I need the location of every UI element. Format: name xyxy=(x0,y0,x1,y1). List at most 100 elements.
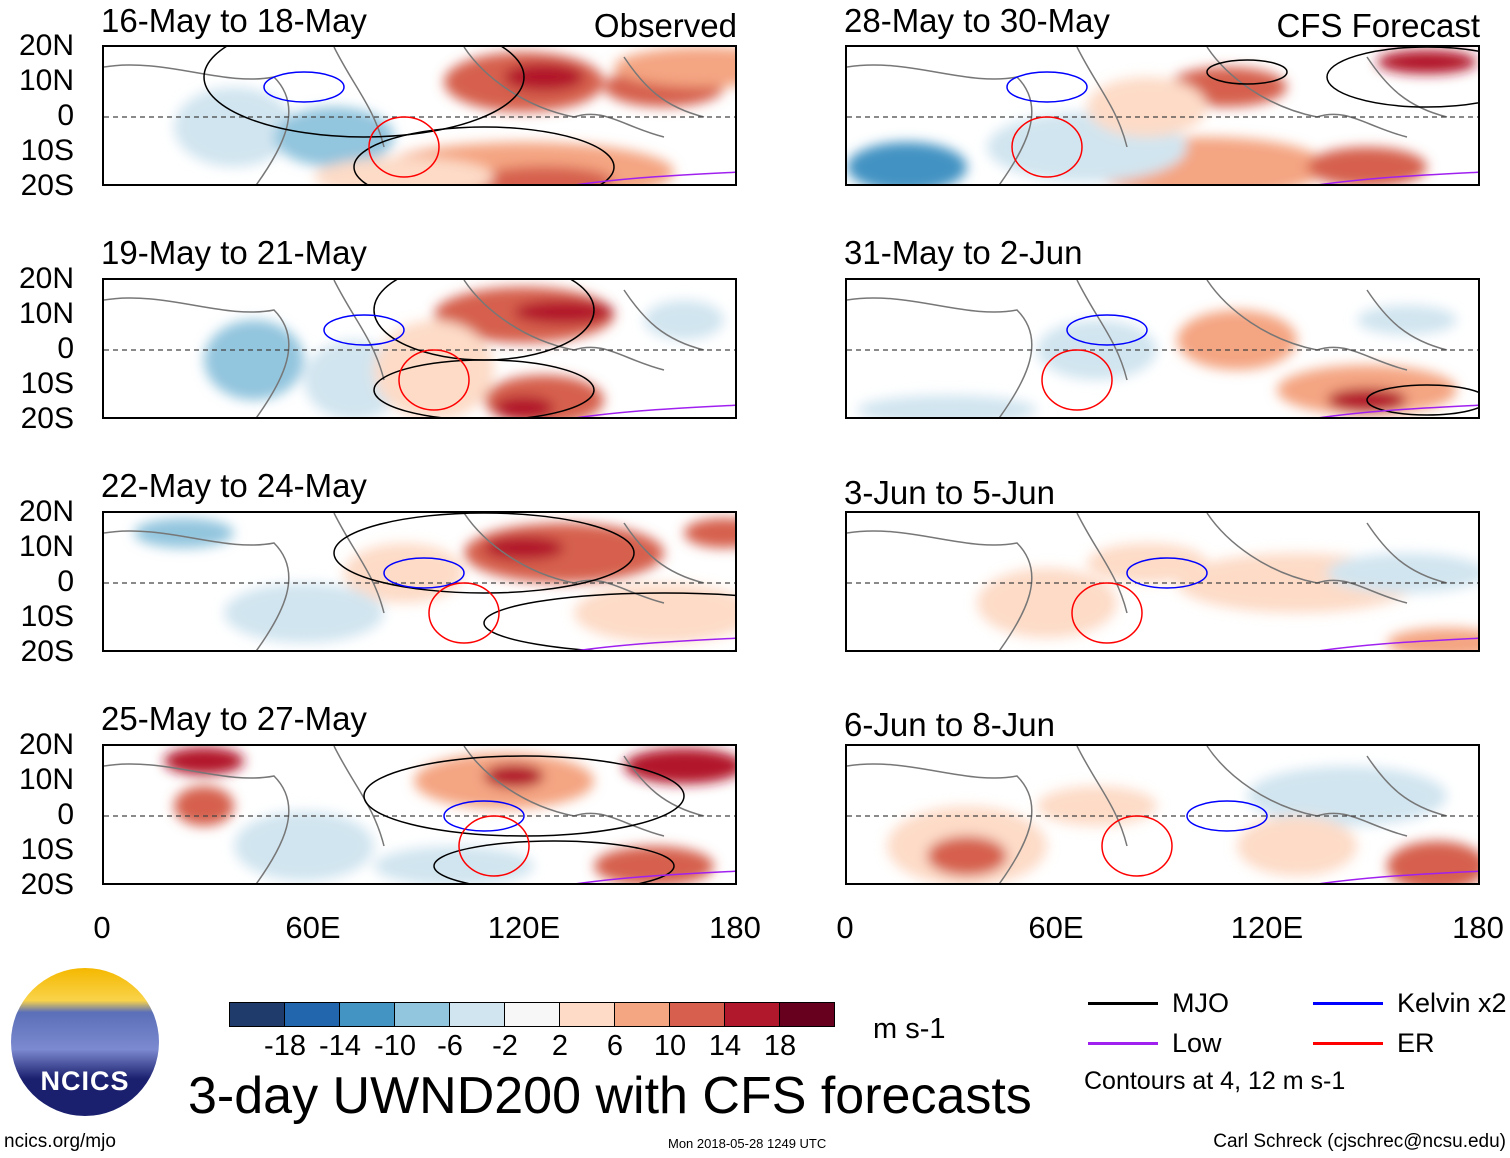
x-tick-label: 120E xyxy=(487,910,561,945)
y-tick-label: 0 xyxy=(57,565,74,598)
anomaly-shading xyxy=(1177,310,1297,370)
logo-text: NCICS xyxy=(40,1066,130,1096)
anomaly-shading xyxy=(857,395,1037,417)
y-tick-label: 10N xyxy=(18,297,74,330)
anomaly-shading xyxy=(1387,841,1478,883)
er-contour xyxy=(1011,116,1083,178)
colorbar-label: 6 xyxy=(606,1030,624,1062)
anomaly-shading xyxy=(977,568,1117,638)
map-panel xyxy=(845,45,1480,186)
y-tick-label: 20N xyxy=(18,495,74,528)
low-contour xyxy=(1319,171,1478,184)
mjo-contour xyxy=(373,359,595,417)
er-contour xyxy=(428,582,500,644)
coastline xyxy=(847,280,1448,417)
x-tick-label: 60E xyxy=(1028,910,1084,945)
legend-label: MJO xyxy=(1172,988,1229,1018)
anomaly-shading xyxy=(1037,786,1157,826)
mjo-contour xyxy=(433,840,675,883)
anomaly-shading xyxy=(514,300,614,324)
anomaly-shading xyxy=(1247,766,1447,826)
legend-label: ER xyxy=(1397,1028,1435,1058)
mjo-contour xyxy=(203,47,525,138)
colorbar-label: 2 xyxy=(551,1030,569,1062)
legend-label: Low xyxy=(1172,1028,1222,1058)
kelvin-contour xyxy=(1006,71,1088,103)
y-tick-label: 20S xyxy=(20,169,74,202)
mjo-contour xyxy=(1326,47,1478,108)
legend-line xyxy=(1313,1002,1383,1005)
y-tick-label: 20N xyxy=(18,29,74,62)
panel-title: 3-Jun to 5-Jun xyxy=(844,474,1055,511)
mjo-contour xyxy=(1206,59,1288,85)
footer-timestamp: Mon 2018-05-28 1249 UTC xyxy=(668,1136,827,1151)
coastline xyxy=(847,513,1448,650)
kelvin-contour xyxy=(263,71,345,103)
anomaly-shading xyxy=(474,166,614,184)
footer-url[interactable]: ncics.org/mjo xyxy=(4,1131,116,1152)
colorbar xyxy=(229,1002,835,1027)
kelvin-contour xyxy=(443,800,525,832)
colorbar-label: -2 xyxy=(492,1030,518,1062)
er-contour xyxy=(1071,582,1143,644)
y-tick-label: 10S xyxy=(20,367,74,400)
anomaly-shading xyxy=(644,300,724,340)
legend-line xyxy=(1088,1002,1158,1005)
low-contour xyxy=(576,637,735,650)
coastline xyxy=(104,746,705,883)
y-tick-label: 20S xyxy=(20,868,74,901)
map-panel xyxy=(102,744,737,885)
anomaly-shading xyxy=(1387,628,1478,650)
panel-title: 31-May to 2-Jun xyxy=(844,234,1083,271)
low-contour xyxy=(1319,404,1478,417)
legend-line xyxy=(1088,1042,1158,1045)
anomaly-shading xyxy=(484,764,544,788)
colorbar-swatch xyxy=(505,1003,560,1026)
colorbar-label: -18 xyxy=(264,1030,306,1062)
panel-title: 28-May to 30-May xyxy=(844,2,1110,39)
anomaly-shading xyxy=(1087,543,1207,583)
anomaly-shading xyxy=(224,583,384,643)
low-contour xyxy=(1319,637,1478,650)
mjo-contour xyxy=(483,592,735,650)
low-contour xyxy=(576,171,735,184)
anomaly-shading xyxy=(234,811,374,881)
x-tick-label: 60E xyxy=(285,910,341,945)
colorbar-label: -14 xyxy=(319,1030,361,1062)
contour-note: Contours at 4, 12 m s-1 xyxy=(1084,1067,1346,1095)
y-tick-label: 10N xyxy=(18,64,74,97)
mjo-contour xyxy=(353,126,615,184)
ncics-logo: NCICS xyxy=(11,968,159,1116)
low-contour xyxy=(1319,870,1478,883)
anomaly-shading xyxy=(1327,553,1478,593)
mjo-contour xyxy=(333,513,635,594)
map-panel xyxy=(102,511,737,652)
anomaly-shading xyxy=(174,87,294,167)
er-contour xyxy=(458,815,530,877)
anomaly-shading xyxy=(204,320,304,400)
colorbar-label: 14 xyxy=(708,1030,742,1062)
anomaly-shading xyxy=(1377,50,1477,74)
anomaly-shading xyxy=(1037,320,1157,380)
colorbar-swatch xyxy=(340,1003,395,1026)
low-contour xyxy=(576,404,735,417)
anomaly-shading xyxy=(624,748,735,784)
panel-source-tag: CFS Forecast xyxy=(1276,7,1480,44)
x-tick-label: 0 xyxy=(93,910,111,945)
colorbar-swatch xyxy=(395,1003,450,1026)
footer-author: Carl Schreck (cjschrec@ncsu.edu) xyxy=(1213,1131,1506,1152)
anomaly-shading xyxy=(1237,816,1357,876)
anomaly-shading xyxy=(847,142,967,184)
anomaly-shading xyxy=(374,320,494,417)
x-tick-label: 180 xyxy=(1452,910,1504,945)
panel-title: 6-Jun to 8-Jun xyxy=(844,706,1055,743)
anomaly-shading xyxy=(494,396,554,417)
kelvin-contour xyxy=(1066,314,1148,346)
colorbar-label: 10 xyxy=(653,1030,687,1062)
er-contour xyxy=(1041,349,1113,411)
map-panel xyxy=(102,45,737,186)
kelvin-contour xyxy=(1186,800,1268,832)
mjo-contour xyxy=(363,755,685,837)
anomaly-shading xyxy=(374,846,534,883)
